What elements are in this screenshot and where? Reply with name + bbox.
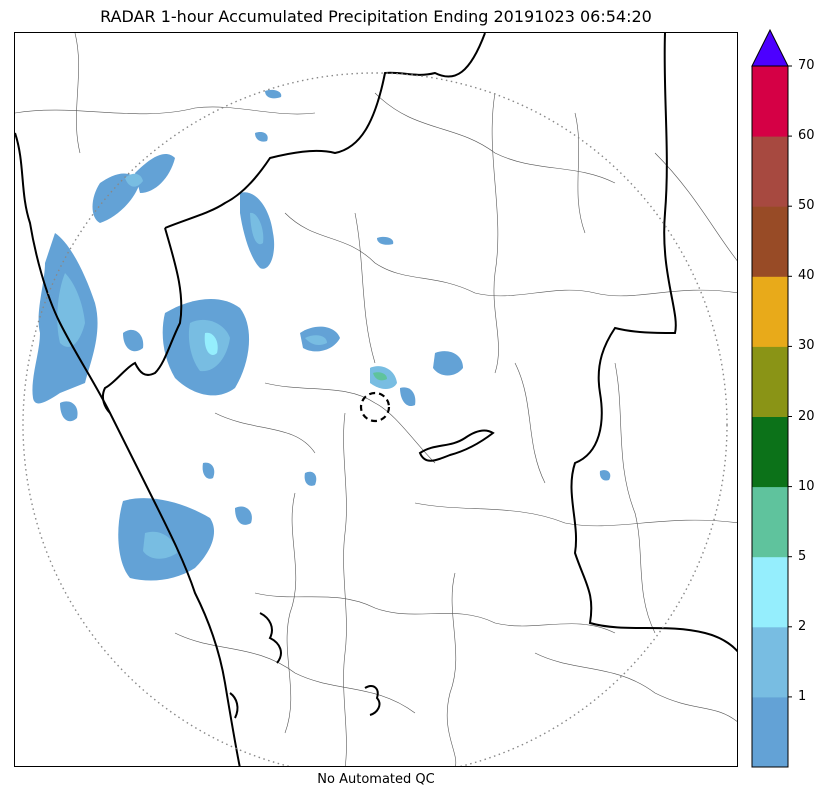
precip-area [377,236,394,245]
state-border [101,227,183,414]
colorbar-tick-label: 50 [798,198,815,214]
radar-site-marker [359,391,391,423]
precip-area [304,471,317,486]
colorbar-bin [752,626,788,698]
colorbar-tick-label: 1 [798,688,807,704]
state-boundaries [15,33,737,766]
map-canvas [15,33,737,766]
colorbar-svg [751,28,792,768]
colorbar-bin [752,206,788,277]
colorbar-bin [752,556,788,628]
colorbar-bin [752,276,788,347]
colorbar-tick-label: 70 [798,58,815,73]
colorbar-tick-label: 40 [798,268,815,284]
colorbar-bin [752,696,788,768]
precip-area [60,401,78,422]
colorbar-tick-label: 20 [798,408,815,424]
precip-area [235,506,252,525]
colorbar [751,28,792,770]
precip-area [250,212,264,245]
district-boundaries [15,33,737,766]
state-border [364,685,381,716]
coastline [15,132,241,766]
state-border [570,33,737,653]
colorbar-tick-label: 5 [798,548,807,564]
precip-area [599,470,611,481]
precip-area [373,372,387,381]
colorbar-bin [752,416,788,488]
range-ring [22,72,728,766]
radar-map[interactable] [14,32,738,767]
precip-area [433,351,463,376]
colorbar-bin [752,486,788,558]
colorbar-bin [752,346,788,417]
colorbar-extend-triangle [751,28,789,67]
colorbar-tick-label: 2 [798,618,807,634]
precip-area [400,387,416,407]
precip-area [265,89,282,99]
precip-area [143,531,177,559]
colorbar-tick-label: 10 [798,478,815,494]
precipitation-layer [32,89,611,581]
state-border [259,612,282,664]
qc-note: No Automated QC [317,772,435,787]
map-title: RADAR 1-hour Accumulated Precipitation E… [100,7,652,26]
state-border [229,692,239,719]
precip-area [255,131,268,142]
precip-area [135,153,175,193]
colorbar-tick-label: 30 [798,338,815,354]
colorbar-tick-label: 60 [798,128,815,144]
state-border [418,429,495,462]
precip-area [92,173,140,223]
colorbar-bin [752,66,788,137]
precip-area [125,173,143,187]
colorbar-bin [752,136,788,207]
precip-area [123,329,144,352]
precip-area [305,335,327,346]
precip-area [57,273,85,347]
precip-area [204,332,218,355]
state-border [164,33,486,229]
precip-area [202,462,215,479]
